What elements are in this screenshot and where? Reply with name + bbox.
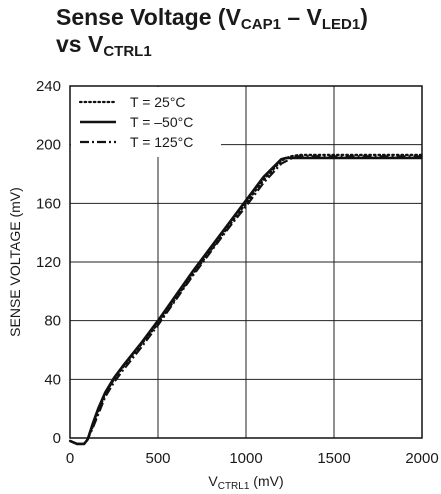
title-line1-mid: – V	[280, 4, 322, 30]
series-line-1	[68, 153, 424, 445]
title-cap-subscript: CAP1	[240, 16, 281, 33]
title-led-subscript: LED1	[321, 16, 361, 33]
title-line2-pre: vs V	[56, 31, 104, 57]
y-tick-label: 240	[36, 78, 61, 95]
title-line1-post: )	[360, 4, 368, 30]
y-tick-label: 80	[44, 313, 61, 330]
x-tick-label: 2000	[405, 450, 438, 467]
y-tick-label: 40	[44, 371, 61, 388]
legend-label-1: T = 25°C	[130, 94, 186, 110]
title-line1: Sense Voltage (VCAP1 – VLED1)	[56, 4, 368, 33]
y-tick-label: 200	[36, 137, 61, 154]
x-tick-label: 500	[145, 450, 170, 467]
x-tick-label: 1000	[229, 450, 262, 467]
series-line-2	[69, 156, 422, 446]
plot-frame	[69, 85, 423, 439]
x-tick-label: 1500	[317, 450, 350, 467]
legend-label-3: T = 125°C	[130, 134, 193, 150]
y-axis-label: SENSE VOLTAGE (mV)	[7, 187, 23, 337]
x-axis-label: VCTRL1 (mV)	[208, 473, 283, 492]
x-axis-label-pre: V	[208, 473, 218, 489]
title-line1-pre: Sense Voltage (V	[56, 4, 241, 30]
series-layer	[68, 153, 424, 446]
title-ctrl-subscript: CTRL1	[103, 43, 152, 60]
series-line-3	[69, 155, 422, 445]
y-tick-label: 0	[53, 430, 61, 447]
chart-title: Sense Voltage (VCAP1 – VLED1) vs VCTRL1	[56, 4, 368, 60]
legend-label-2: T = –50°C	[130, 114, 193, 130]
y-tick-label: 160	[36, 195, 61, 212]
x-axis-label-post: (mV)	[249, 473, 283, 489]
legend: T = 25°C T = –50°C T = 125°C	[78, 94, 193, 150]
x-tick-label: 0	[66, 450, 74, 467]
y-tick-label: 120	[36, 254, 61, 271]
x-axis-label-subscript: CTRL1	[218, 481, 250, 492]
title-line2: vs VCTRL1	[56, 31, 152, 60]
tick-labels: 0 500 1000 1500 2000 0 40 80 120 160 200 240	[36, 78, 439, 467]
